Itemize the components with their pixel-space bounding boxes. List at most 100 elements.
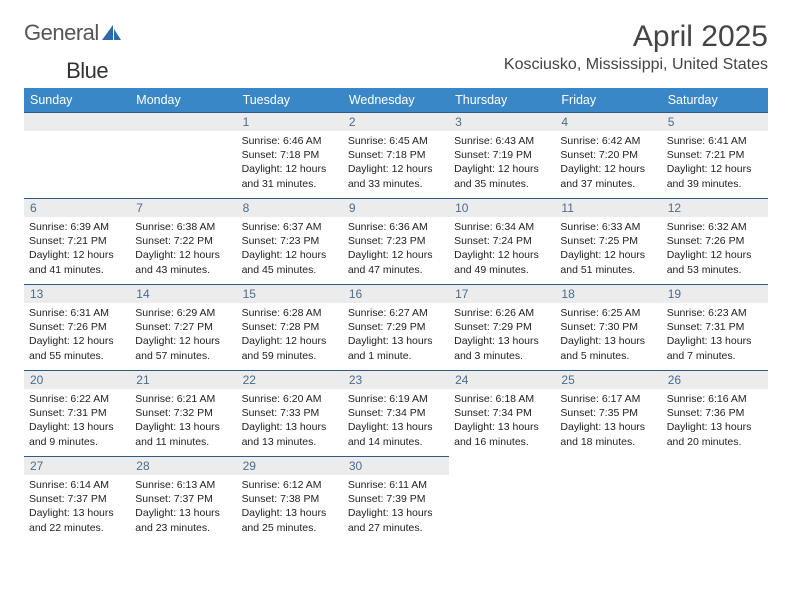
day-header: Tuesday	[237, 88, 343, 112]
day-number: 26	[662, 370, 768, 389]
day2-text: and 20 minutes.	[667, 435, 763, 449]
day1-text: Daylight: 12 hours	[135, 334, 231, 348]
day-number: 19	[662, 284, 768, 303]
sunset-text: Sunset: 7:21 PM	[667, 148, 763, 162]
day-body: Sunrise: 6:42 AMSunset: 7:20 PMDaylight:…	[555, 131, 661, 195]
day-body: Sunrise: 6:23 AMSunset: 7:31 PMDaylight:…	[662, 303, 768, 367]
sunset-text: Sunset: 7:21 PM	[29, 234, 125, 248]
day-number: 30	[343, 456, 449, 475]
brand-part2: Blue	[66, 58, 108, 84]
day2-text: and 3 minutes.	[454, 349, 550, 363]
day2-text: and 18 minutes.	[560, 435, 656, 449]
calendar-body: 1 Sunrise: 6:46 AM Sunset: 7:18 PM Daylight…	[24, 112, 768, 542]
day2-text: and 47 minutes.	[348, 263, 444, 277]
day-body: Sunrise: 6:32 AMSunset: 7:26 PMDaylight:…	[662, 217, 768, 281]
day2-text: and 37 minutes.	[560, 177, 656, 191]
calendar-row: 20Sunrise: 6:22 AMSunset: 7:31 PMDayligh…	[24, 370, 768, 456]
sunrise-text: Sunrise: 6:20 AM	[242, 392, 338, 406]
day-body	[555, 474, 661, 481]
day1-text: Daylight: 12 hours	[454, 162, 550, 176]
day1-text: Daylight: 13 hours	[454, 420, 550, 434]
calendar-cell: 23Sunrise: 6:19 AMSunset: 7:34 PMDayligh…	[343, 370, 449, 456]
day-body: Sunrise: 6:25 AMSunset: 7:30 PMDaylight:…	[555, 303, 661, 367]
calendar-cell	[449, 456, 555, 542]
day-header: Saturday	[662, 88, 768, 112]
sunset-text: Sunset: 7:29 PM	[454, 320, 550, 334]
day-body: Sunrise: 6:45 AMSunset: 7:18 PMDaylight:…	[343, 131, 449, 195]
day-number: 22	[237, 370, 343, 389]
day-body: Sunrise: 6:19 AMSunset: 7:34 PMDaylight:…	[343, 389, 449, 453]
day-number: 2	[343, 112, 449, 131]
location-text: Kosciusko, Mississippi, United States	[504, 56, 768, 74]
day-body: Sunrise: 6:18 AMSunset: 7:34 PMDaylight:…	[449, 389, 555, 453]
calendar-cell: 16Sunrise: 6:27 AMSunset: 7:29 PMDayligh…	[343, 284, 449, 370]
day-number	[555, 456, 661, 474]
day-number: 10	[449, 198, 555, 217]
sunset-text: Sunset: 7:23 PM	[242, 234, 338, 248]
day-body: Sunrise: 6:14 AMSunset: 7:37 PMDaylight:…	[24, 475, 130, 539]
sunset-text: Sunset: 7:27 PM	[135, 320, 231, 334]
day-header: Wednesday	[343, 88, 449, 112]
sunrise-text: Sunrise: 6:16 AM	[667, 392, 763, 406]
calendar-cell	[555, 456, 661, 542]
day1-text: Daylight: 12 hours	[242, 248, 338, 262]
sunrise-text: Sunrise: 6:25 AM	[560, 306, 656, 320]
day2-text: and 23 minutes.	[135, 521, 231, 535]
day1-text: Daylight: 13 hours	[242, 420, 338, 434]
day1-text: Daylight: 13 hours	[348, 334, 444, 348]
day1-text: Daylight: 13 hours	[667, 334, 763, 348]
day1-text: Daylight: 13 hours	[135, 506, 231, 520]
day1-text: Daylight: 12 hours	[242, 162, 338, 176]
calendar-cell: 26Sunrise: 6:16 AMSunset: 7:36 PMDayligh…	[662, 370, 768, 456]
calendar-cell: 22Sunrise: 6:20 AMSunset: 7:33 PMDayligh…	[237, 370, 343, 456]
day2-text: and 57 minutes.	[135, 349, 231, 363]
day2-text: and 41 minutes.	[29, 263, 125, 277]
calendar-row: 6Sunrise: 6:39 AMSunset: 7:21 PMDaylight…	[24, 198, 768, 284]
day1-text: Daylight: 13 hours	[667, 420, 763, 434]
day2-text: and 16 minutes.	[454, 435, 550, 449]
day-number: 4	[555, 112, 661, 131]
sunset-text: Sunset: 7:20 PM	[560, 148, 656, 162]
day2-text: and 53 minutes.	[667, 263, 763, 277]
sunrise-text: Sunrise: 6:17 AM	[560, 392, 656, 406]
day-number: 11	[555, 198, 661, 217]
day-number: 7	[130, 198, 236, 217]
day2-text: and 27 minutes.	[348, 521, 444, 535]
day-number: 15	[237, 284, 343, 303]
day-number: 16	[343, 284, 449, 303]
sunrise-text: Sunrise: 6:31 AM	[29, 306, 125, 320]
sunrise-text: Sunrise: 6:19 AM	[348, 392, 444, 406]
day-body: Sunrise: 6:16 AMSunset: 7:36 PMDaylight:…	[662, 389, 768, 453]
calendar-cell: 10Sunrise: 6:34 AMSunset: 7:24 PMDayligh…	[449, 198, 555, 284]
sunrise-text: Sunrise: 6:34 AM	[454, 220, 550, 234]
day-body: Sunrise: 6:34 AMSunset: 7:24 PMDaylight:…	[449, 217, 555, 281]
calendar-cell: 24Sunrise: 6:18 AMSunset: 7:34 PMDayligh…	[449, 370, 555, 456]
calendar-cell: 6Sunrise: 6:39 AMSunset: 7:21 PMDaylight…	[24, 198, 130, 284]
sunrise-text: Sunrise: 6:46 AM	[242, 134, 338, 148]
day2-text: and 33 minutes.	[348, 177, 444, 191]
day1-text: Daylight: 13 hours	[348, 420, 444, 434]
sunset-text: Sunset: 7:18 PM	[348, 148, 444, 162]
day-number: 1	[237, 112, 343, 131]
day1-text: Daylight: 12 hours	[560, 248, 656, 262]
sunset-text: Sunset: 7:26 PM	[667, 234, 763, 248]
sunset-text: Sunset: 7:34 PM	[454, 406, 550, 420]
day2-text: and 45 minutes.	[242, 263, 338, 277]
day-number: 23	[343, 370, 449, 389]
day-number: 3	[449, 112, 555, 131]
sunrise-text: Sunrise: 6:41 AM	[667, 134, 763, 148]
day-body	[130, 131, 236, 138]
day1-text: Daylight: 12 hours	[29, 334, 125, 348]
calendar-head: SundayMondayTuesdayWednesdayThursdayFrid…	[24, 88, 768, 112]
day-body: Sunrise: 6:21 AMSunset: 7:32 PMDaylight:…	[130, 389, 236, 453]
day1-text: Daylight: 13 hours	[29, 420, 125, 434]
calendar-cell: 5Sunrise: 6:41 AMSunset: 7:21 PMDaylight…	[662, 112, 768, 198]
calendar-cell: 1Sunrise: 6:46 AMSunset: 7:18 PMDaylight…	[237, 112, 343, 198]
sunset-text: Sunset: 7:22 PM	[135, 234, 231, 248]
brand-part1: General	[24, 20, 99, 46]
day2-text: and 25 minutes.	[242, 521, 338, 535]
day2-text: and 43 minutes.	[135, 263, 231, 277]
day1-text: Daylight: 13 hours	[348, 506, 444, 520]
sunset-text: Sunset: 7:23 PM	[348, 234, 444, 248]
sunrise-text: Sunrise: 6:42 AM	[560, 134, 656, 148]
